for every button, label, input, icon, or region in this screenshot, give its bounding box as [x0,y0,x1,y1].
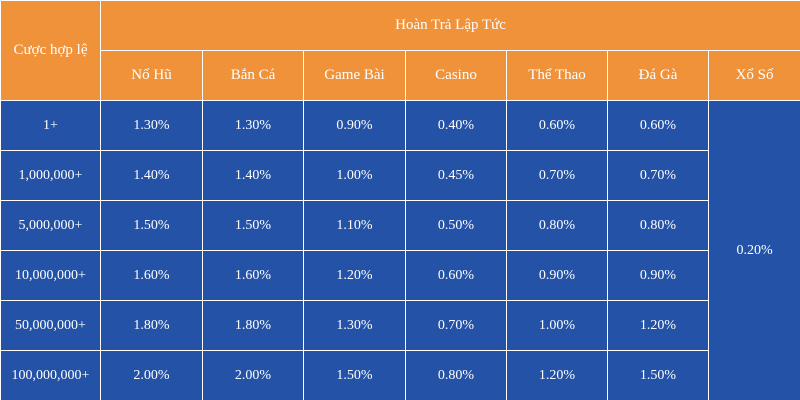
cell: 0.60% [607,100,709,151]
row: 1,000,000+ 1.40% 1.40% 1.00% 0.45% 0.70% 0.70% [0,150,800,201]
cell: 1.50% [100,200,203,251]
group-header: Hoàn Trả Lập Tức [99,0,800,51]
row-label: 1,000,000+ [0,150,101,201]
cell: 1.50% [202,200,304,251]
row-label: 100,000,000+ [0,350,101,400]
row: 5,000,000+ 1.50% 1.50% 1.10% 0.50% 0.80% 0.80% [0,200,800,251]
cell: 0.80% [607,200,709,251]
cell: 0.80% [405,350,507,400]
cell: 1.60% [202,250,304,301]
cell: 0.90% [506,250,608,301]
cell: 1.10% [303,200,406,251]
cell: 0.90% [303,100,406,151]
cell: 1.00% [506,300,608,351]
cell: 0.70% [607,150,709,201]
cell: 1.20% [506,350,608,400]
row-label: 50,000,000+ [0,300,101,351]
cell: 1.40% [202,150,304,201]
cell: 1.20% [607,300,709,351]
column-header: Nổ Hũ [100,50,203,101]
cell: 2.00% [202,350,304,400]
corner-header: Cược hợp lệ [0,0,101,101]
row-label: 10,000,000+ [0,250,101,301]
row-label: 5,000,000+ [0,200,101,251]
cell: 1.30% [202,100,304,151]
column-header: Game Bài [303,50,406,101]
cell: 1.50% [607,350,709,400]
row: 100,000,000+ 2.00% 2.00% 1.50% 0.80% 1.20% 1.5… [0,350,800,400]
cell: 0.60% [405,250,507,301]
row: 50,000,000+ 1.80% 1.80% 1.30% 0.70% 1.00% 1.20… [0,300,800,351]
cell: 1.30% [100,100,203,151]
column-header: Thể Thao [506,50,608,101]
cell: 1.50% [303,350,406,400]
cell: 0.60% [506,100,608,151]
column-header: Đá Gà [607,50,709,101]
cell: 0.50% [405,200,507,251]
cell: 0.80% [506,200,608,251]
cell: 1.80% [202,300,304,351]
cell: 1.80% [100,300,203,351]
cell: 0.90% [607,250,709,301]
column-header: Bắn Cá [202,50,304,101]
cell: 1.00% [303,150,406,201]
cell: 1.20% [303,250,406,301]
cell: 1.40% [100,150,203,201]
cell: 0.40% [405,100,507,151]
cell: 2.00% [100,350,203,400]
row-label: 1+ [0,100,101,151]
column-header: Xổ Số [707,50,800,101]
column-header: Casino [405,50,507,101]
cell: 0.45% [405,150,507,201]
row: 10,000,000+ 1.60% 1.60% 1.20% 0.60% 0.90% 0.90… [0,250,800,301]
merged-cell: 0.20% [707,100,800,400]
cell: 0.70% [506,150,608,201]
cell: 1.60% [100,250,203,301]
cell: 0.70% [405,300,507,351]
row: 1+ 1.30% 1.30% 0.90% 0.40% 0.60% 0.60% 0.20% [0,100,800,400]
cell: 1.30% [303,300,406,351]
